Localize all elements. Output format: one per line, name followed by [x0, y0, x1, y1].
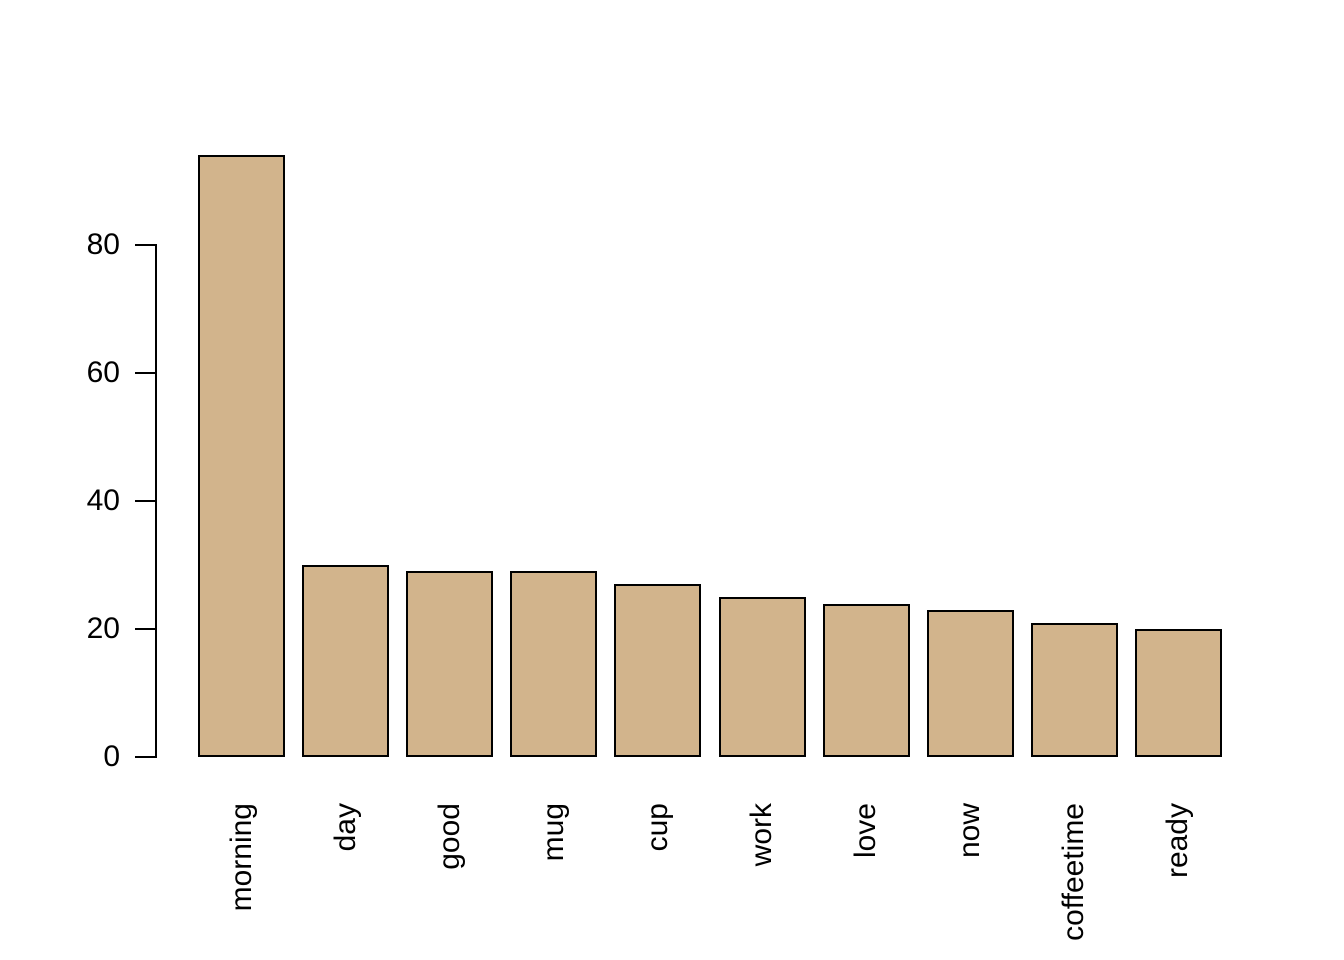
bar-day [302, 565, 390, 758]
y-tick-label-20: 20 [86, 612, 120, 646]
bar-cup [614, 584, 702, 758]
y-tick-mark-20 [135, 628, 155, 631]
bar-coffeetime [1030, 622, 1118, 758]
y-tick-mark-0 [135, 756, 155, 759]
y-tick-mark-80 [135, 243, 155, 246]
x-tick-label-now: now [953, 803, 987, 859]
y-tick-label-60: 60 [86, 355, 120, 389]
bar-now [926, 609, 1014, 758]
bar-love [822, 603, 910, 758]
bar-work [718, 597, 806, 758]
y-tick-label-0: 0 [103, 740, 120, 774]
x-tick-label-love: love [849, 803, 883, 859]
y-tick-label-40: 40 [86, 484, 120, 517]
y-tick-label-80: 80 [86, 227, 120, 261]
bar-ready [1134, 629, 1222, 758]
y-axis-line [155, 243, 157, 759]
bar-mug [510, 571, 598, 758]
x-tick-label-day: day [328, 803, 362, 852]
x-tick-label-cup: cup [640, 803, 674, 852]
x-tick-label-good: good [432, 803, 466, 870]
x-tick-label-work: work [745, 803, 778, 867]
x-tick-label-ready: ready [1161, 803, 1195, 879]
bar-good [406, 571, 494, 758]
x-tick-label-mug: mug [536, 803, 570, 862]
bar-morning [198, 154, 285, 758]
x-tick-label-coffeetime: coffeetime [1057, 803, 1091, 941]
y-tick-mark-60 [135, 371, 155, 374]
y-tick-mark-40 [135, 500, 155, 502]
x-tick-label-morning: morning [224, 803, 258, 912]
